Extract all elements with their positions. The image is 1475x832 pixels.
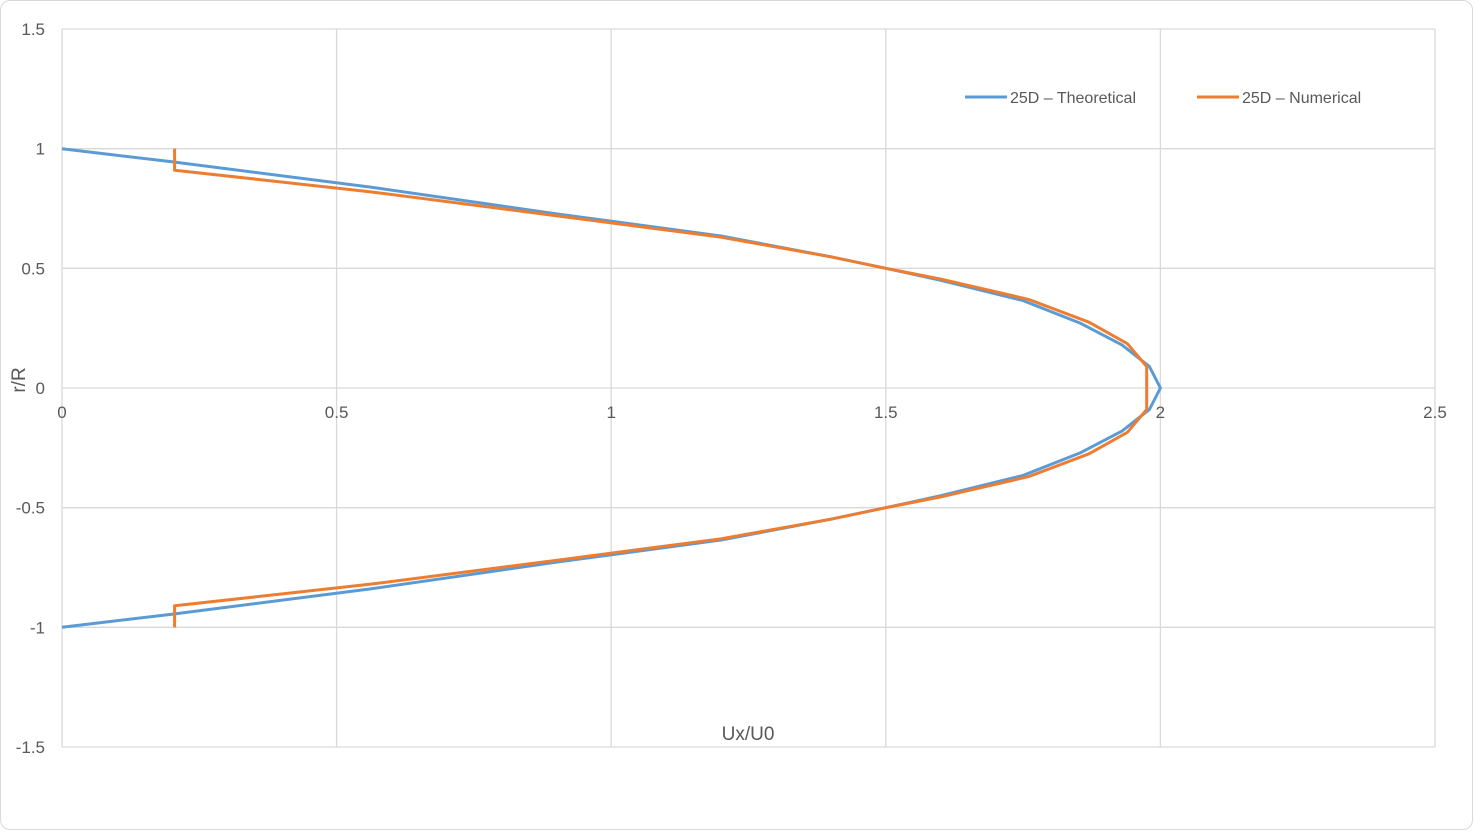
legend: 25D – Theoretical 25D – Numerical	[965, 90, 1361, 107]
y-tick-label: -1	[30, 618, 45, 637]
legend-item-theoretical: 25D – Theoretical	[965, 90, 1136, 107]
legend-item-numerical: 25D – Numerical	[1197, 90, 1361, 107]
x-axis-title: Ux/U0	[722, 724, 775, 745]
y-tick-label: 0.5	[21, 259, 45, 278]
y-tick-label: -1.5	[16, 738, 45, 757]
x-tick-label: 2.5	[1423, 403, 1447, 422]
legend-label-numerical: 25D – Numerical	[1242, 90, 1361, 107]
y-axis-title: r/R	[9, 367, 30, 392]
legend-label-theoretical: 25D – Theoretical	[1010, 90, 1136, 107]
x-tick-label: 0	[57, 403, 66, 422]
series-line-numerical	[173, 148, 1149, 628]
x-tick-label: 2	[1156, 403, 1165, 422]
x-tick-label: 0.5	[325, 403, 349, 422]
y-tick-label: 0	[36, 379, 45, 398]
tick-labels: 0 0.5 1 1.5 2 2.5 1.5 1 0.5 0 -0.5 -1 -1.5	[16, 20, 1447, 757]
gridlines	[61, 28, 1436, 748]
y-tick-label: 1.5	[21, 20, 45, 39]
y-tick-label: 1	[36, 140, 45, 159]
x-tick-label: 1	[606, 403, 615, 422]
series-lines	[61, 147, 1162, 629]
x-tick-label: 1.5	[874, 403, 898, 422]
y-tick-label: -0.5	[16, 499, 45, 518]
